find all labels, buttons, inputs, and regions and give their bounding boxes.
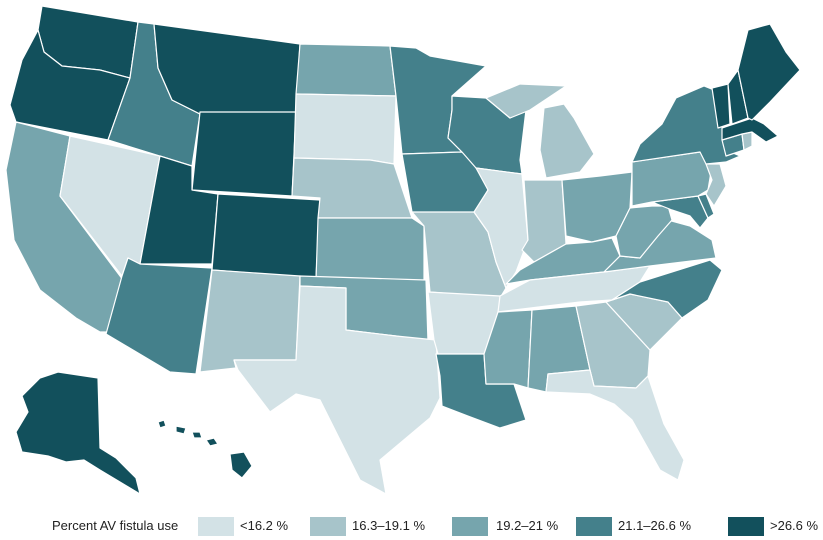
legend-title: Percent AV fistula use [52, 518, 179, 533]
state-FL [545, 369, 685, 481]
legend-swatch-3 [452, 517, 488, 536]
legend-label-3: 19.2–21 % [496, 518, 559, 533]
legend-label-4: 21.1–26.6 % [618, 518, 692, 533]
state-MT [153, 23, 301, 115]
legend-swatch-4 [576, 517, 612, 536]
state-KS [315, 217, 425, 283]
state-NJ [705, 163, 727, 207]
legend-swatch-5 [728, 517, 764, 536]
state-MI [485, 83, 595, 179]
state-RI [741, 131, 753, 151]
state-VT [711, 83, 731, 129]
state-ME [737, 23, 801, 121]
legend-swatch-1 [198, 517, 234, 536]
legend-label-2: 16.3–19.1 % [352, 518, 426, 533]
state-AZ [105, 257, 213, 375]
legend-label-1: <16.2 % [240, 518, 289, 533]
state-WY [191, 111, 297, 197]
us-choropleth-map [5, 5, 801, 495]
state-IL [473, 167, 529, 289]
state-CO [211, 193, 321, 279]
map-legend: Percent AV fistula use <16.2 % 16.3–19.1… [0, 512, 823, 540]
state-MA [721, 117, 779, 143]
state-AK [15, 371, 141, 495]
state-TX [233, 285, 441, 495]
legend-swatch-2 [310, 517, 346, 536]
state-ND [295, 43, 397, 97]
state-NM [199, 269, 301, 373]
state-HI [157, 419, 253, 479]
state-SD [293, 93, 397, 165]
state-NC [611, 259, 723, 319]
legend-label-5: >26.6 % [770, 518, 819, 533]
state-WV [615, 205, 673, 259]
state-DE [697, 193, 715, 219]
